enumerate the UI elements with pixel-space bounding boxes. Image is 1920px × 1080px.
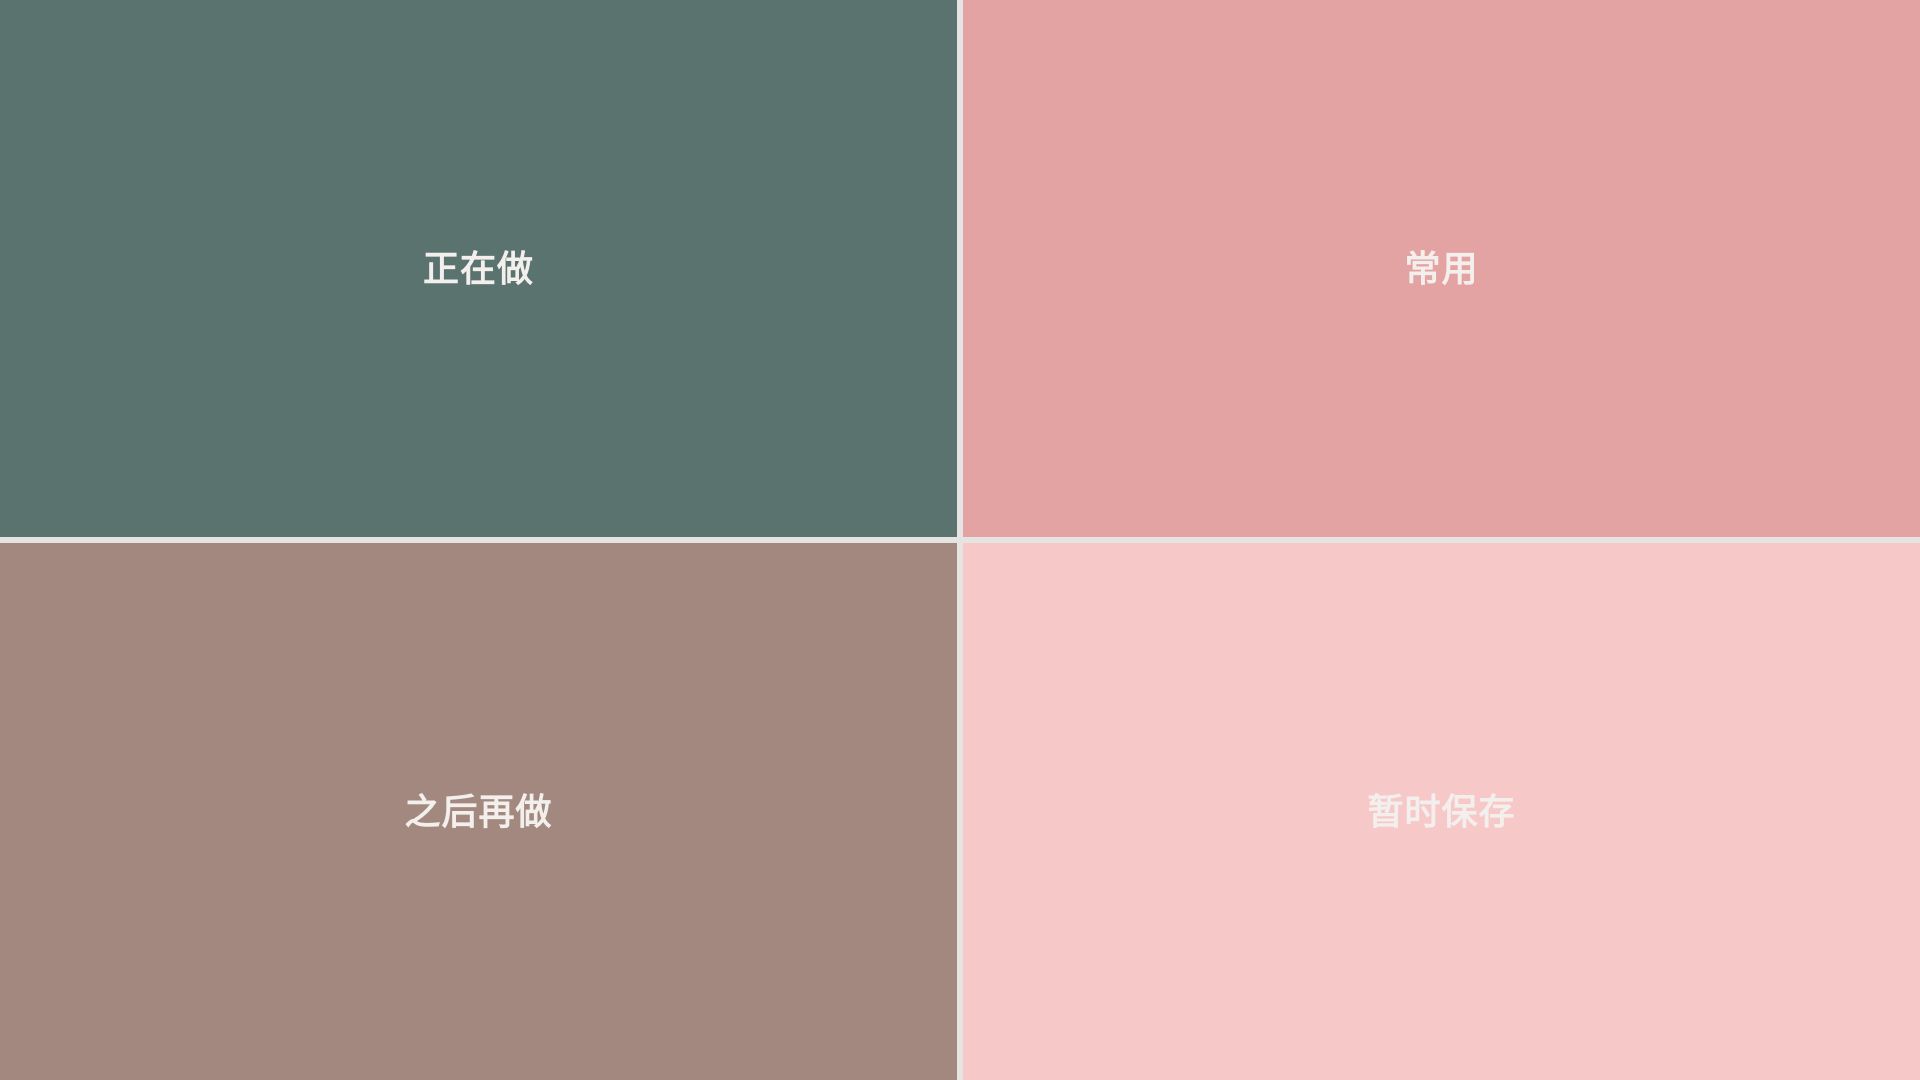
tile-later[interactable]: 之后再做 (0, 543, 957, 1080)
tile-later-label: 之后再做 (404, 791, 553, 833)
tile-frequent-label: 常用 (1404, 248, 1479, 290)
tile-temp-label: 暂时保存 (1367, 791, 1516, 833)
tile-doing-label: 正在做 (422, 248, 534, 290)
tile-frequent[interactable]: 常用 (963, 0, 1920, 537)
tile-temp[interactable]: 暂时保存 (963, 543, 1920, 1080)
tile-doing[interactable]: 正在做 (0, 0, 957, 537)
